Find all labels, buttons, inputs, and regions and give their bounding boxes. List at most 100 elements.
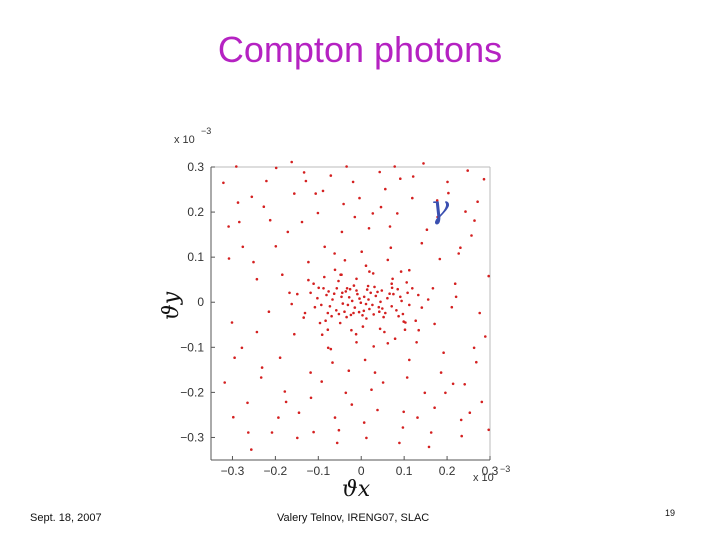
x-tick-label: 0: [358, 464, 365, 478]
y-tick-label: 0: [197, 295, 204, 309]
data-point: [352, 284, 356, 287]
data-point: [429, 431, 433, 434]
data-point: [451, 382, 455, 386]
y-tick-label: 0.2: [187, 205, 204, 219]
y-axis-scale-exponent: −3: [201, 126, 211, 136]
data-point: [270, 431, 274, 434]
x-tick-label: 0.2: [439, 464, 456, 478]
data-point: [389, 246, 393, 249]
data-point: [268, 218, 272, 222]
data-point: [349, 313, 353, 317]
data-point: [395, 309, 398, 312]
data-point: [343, 259, 347, 262]
data-point: [414, 319, 418, 322]
data-point: [324, 319, 327, 322]
footer-page-number: 19: [665, 508, 676, 518]
data-point: [408, 268, 411, 272]
data-point: [399, 270, 403, 273]
data-point: [367, 298, 370, 301]
data-point: [390, 305, 393, 308]
data-point: [265, 179, 268, 183]
data-point: [233, 356, 236, 359]
data-point: [232, 415, 235, 419]
data-point: [326, 311, 330, 315]
data-point: [252, 260, 255, 264]
data-point: [274, 166, 278, 170]
data-point: [459, 246, 462, 249]
data-point: [417, 293, 420, 297]
data-point: [411, 196, 414, 200]
data-point: [439, 371, 443, 374]
data-point: [309, 371, 312, 374]
data-point: [222, 181, 225, 185]
data-point: [293, 332, 296, 336]
data-point: [286, 230, 290, 234]
data-point: [348, 287, 352, 291]
plot-axes-frame: [210, 166, 491, 461]
data-point: [355, 289, 358, 292]
data-point: [361, 325, 365, 328]
data-point: [353, 306, 357, 309]
data-point: [446, 180, 449, 184]
data-point: [433, 406, 436, 410]
data-point: [345, 287, 349, 290]
data-point: [346, 303, 350, 307]
data-point: [362, 421, 366, 424]
data-point: [326, 346, 330, 350]
data-point: [393, 337, 397, 340]
data-point: [378, 310, 381, 313]
data-point: [290, 160, 293, 164]
data-point: [262, 205, 266, 208]
y-axis-ticks: 0.3 0.2 0.1 0 −0.1 −0.2 −0.3: [180, 160, 215, 444]
data-point: [364, 302, 368, 306]
data-point: [236, 201, 240, 204]
x-axis-label: ϑx: [342, 477, 371, 502]
data-point: [321, 189, 325, 193]
data-point: [402, 320, 405, 323]
data-point: [246, 401, 249, 405]
data-point: [400, 299, 403, 303]
data-point: [317, 286, 320, 290]
data-point: [362, 295, 366, 299]
data-point: [327, 290, 330, 293]
data-point: [379, 205, 383, 209]
data-point: [329, 174, 333, 177]
data-point: [431, 287, 435, 290]
data-point: [365, 436, 368, 440]
data-point: [355, 341, 358, 344]
x-tick-label: −0.1: [306, 464, 330, 478]
data-point: [323, 275, 326, 279]
data-point: [344, 290, 348, 293]
data-point: [340, 273, 343, 276]
data-point: [399, 177, 402, 180]
data-point: [313, 305, 317, 309]
data-point: [365, 288, 369, 291]
data-point: [402, 410, 405, 414]
data-point: [330, 314, 333, 318]
data-point: [487, 274, 491, 278]
data-point: [406, 291, 409, 295]
y-tick-label: 0.3: [187, 160, 204, 174]
data-point: [454, 295, 458, 299]
data-point: [223, 381, 226, 384]
data-point: [378, 327, 382, 331]
data-point: [392, 292, 395, 296]
data-point: [368, 270, 371, 273]
data-point: [378, 170, 381, 174]
data-point: [347, 369, 351, 372]
data-point: [475, 360, 478, 364]
data-point: [250, 195, 254, 199]
data-point: [371, 272, 375, 275]
data-point: [290, 302, 293, 306]
data-point: [304, 179, 308, 183]
data-point: [227, 225, 230, 228]
data-point: [396, 287, 399, 291]
data-point: [333, 252, 336, 255]
x-tick-label: 0.1: [396, 464, 413, 478]
data-point: [381, 307, 384, 310]
data-point: [326, 328, 330, 331]
data-point: [240, 346, 244, 350]
data-point: [464, 210, 467, 213]
data-point: [411, 287, 414, 290]
data-point: [411, 175, 415, 178]
